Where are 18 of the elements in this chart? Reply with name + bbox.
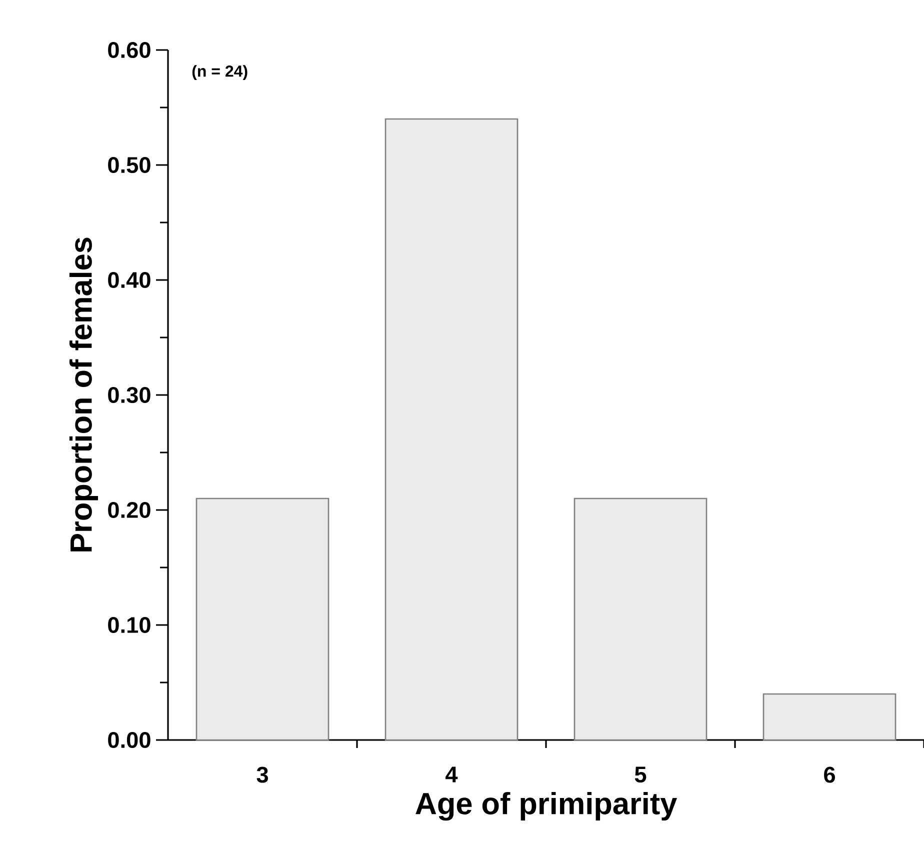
annotation: (n = 24) <box>192 65 248 80</box>
x-tick-label: 6 <box>824 766 835 783</box>
y-tick-label: 0.20 <box>108 502 150 518</box>
y-tick-label: 0.10 <box>108 616 150 634</box>
bar <box>574 498 708 741</box>
y-tick-label: 0.40 <box>108 272 150 288</box>
x-axis-title: Age of primiparity <box>416 792 678 821</box>
y-tick-label: 0.60 <box>108 42 150 58</box>
x-tick-label: 5 <box>634 766 646 783</box>
bar <box>196 498 330 741</box>
bar <box>384 118 518 741</box>
x-tick-label: 4 <box>446 766 458 782</box>
y-tick-label: 0.50 <box>108 156 150 174</box>
bar <box>762 693 896 741</box>
y-tick-label: 0.00 <box>108 732 150 748</box>
y-tick-label: 0.30 <box>108 386 150 404</box>
y-axis-title: Proportion of females <box>69 238 98 552</box>
x-tick-label: 3 <box>256 766 268 783</box>
